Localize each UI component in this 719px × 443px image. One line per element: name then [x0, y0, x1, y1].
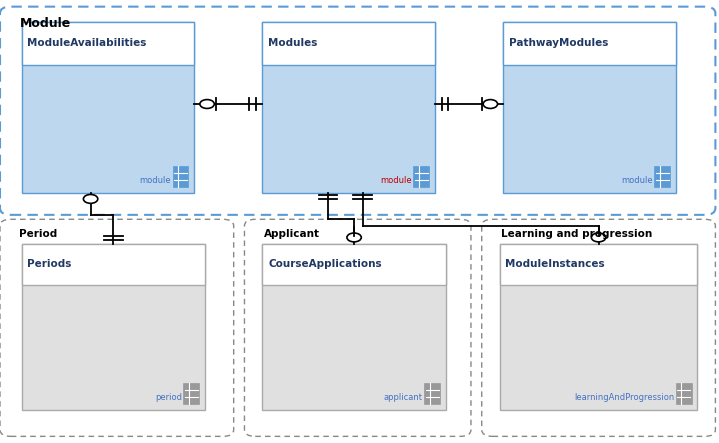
Bar	[503, 22, 676, 65]
Bar	[503, 22, 676, 193]
Bar	[424, 383, 440, 404]
Circle shape	[483, 100, 498, 109]
Circle shape	[83, 194, 98, 203]
Bar	[22, 22, 194, 193]
Bar	[500, 244, 697, 285]
Text: CourseApplications: CourseApplications	[268, 260, 382, 269]
Text: learningAndProgression: learningAndProgression	[574, 393, 674, 402]
Bar	[676, 383, 692, 404]
Text: module: module	[621, 176, 653, 185]
Bar	[22, 244, 205, 285]
Text: module: module	[139, 176, 171, 185]
Circle shape	[347, 233, 362, 242]
Text: Applicant: Applicant	[264, 229, 320, 240]
Text: Periods: Periods	[27, 260, 72, 269]
Text: period: period	[155, 393, 182, 402]
Text: PathwayModules: PathwayModules	[509, 39, 608, 48]
Bar	[22, 244, 205, 410]
Text: Period: Period	[19, 229, 58, 240]
Circle shape	[200, 100, 214, 109]
Bar	[22, 22, 194, 65]
Text: Learning and progression: Learning and progression	[501, 229, 652, 240]
Bar	[262, 22, 435, 193]
Text: ModuleInstances: ModuleInstances	[505, 260, 605, 269]
Bar	[173, 166, 188, 187]
Text: Module: Module	[19, 17, 70, 30]
Text: module: module	[380, 176, 412, 185]
Text: applicant: applicant	[384, 393, 423, 402]
Bar	[262, 244, 446, 285]
Bar	[654, 166, 670, 187]
Circle shape	[591, 233, 606, 242]
Bar	[413, 166, 429, 187]
Bar	[262, 244, 446, 410]
Bar	[500, 244, 697, 410]
Text: Modules: Modules	[268, 39, 318, 48]
Bar	[262, 22, 435, 65]
Text: ModuleAvailabilities: ModuleAvailabilities	[27, 39, 147, 48]
Bar	[183, 383, 199, 404]
